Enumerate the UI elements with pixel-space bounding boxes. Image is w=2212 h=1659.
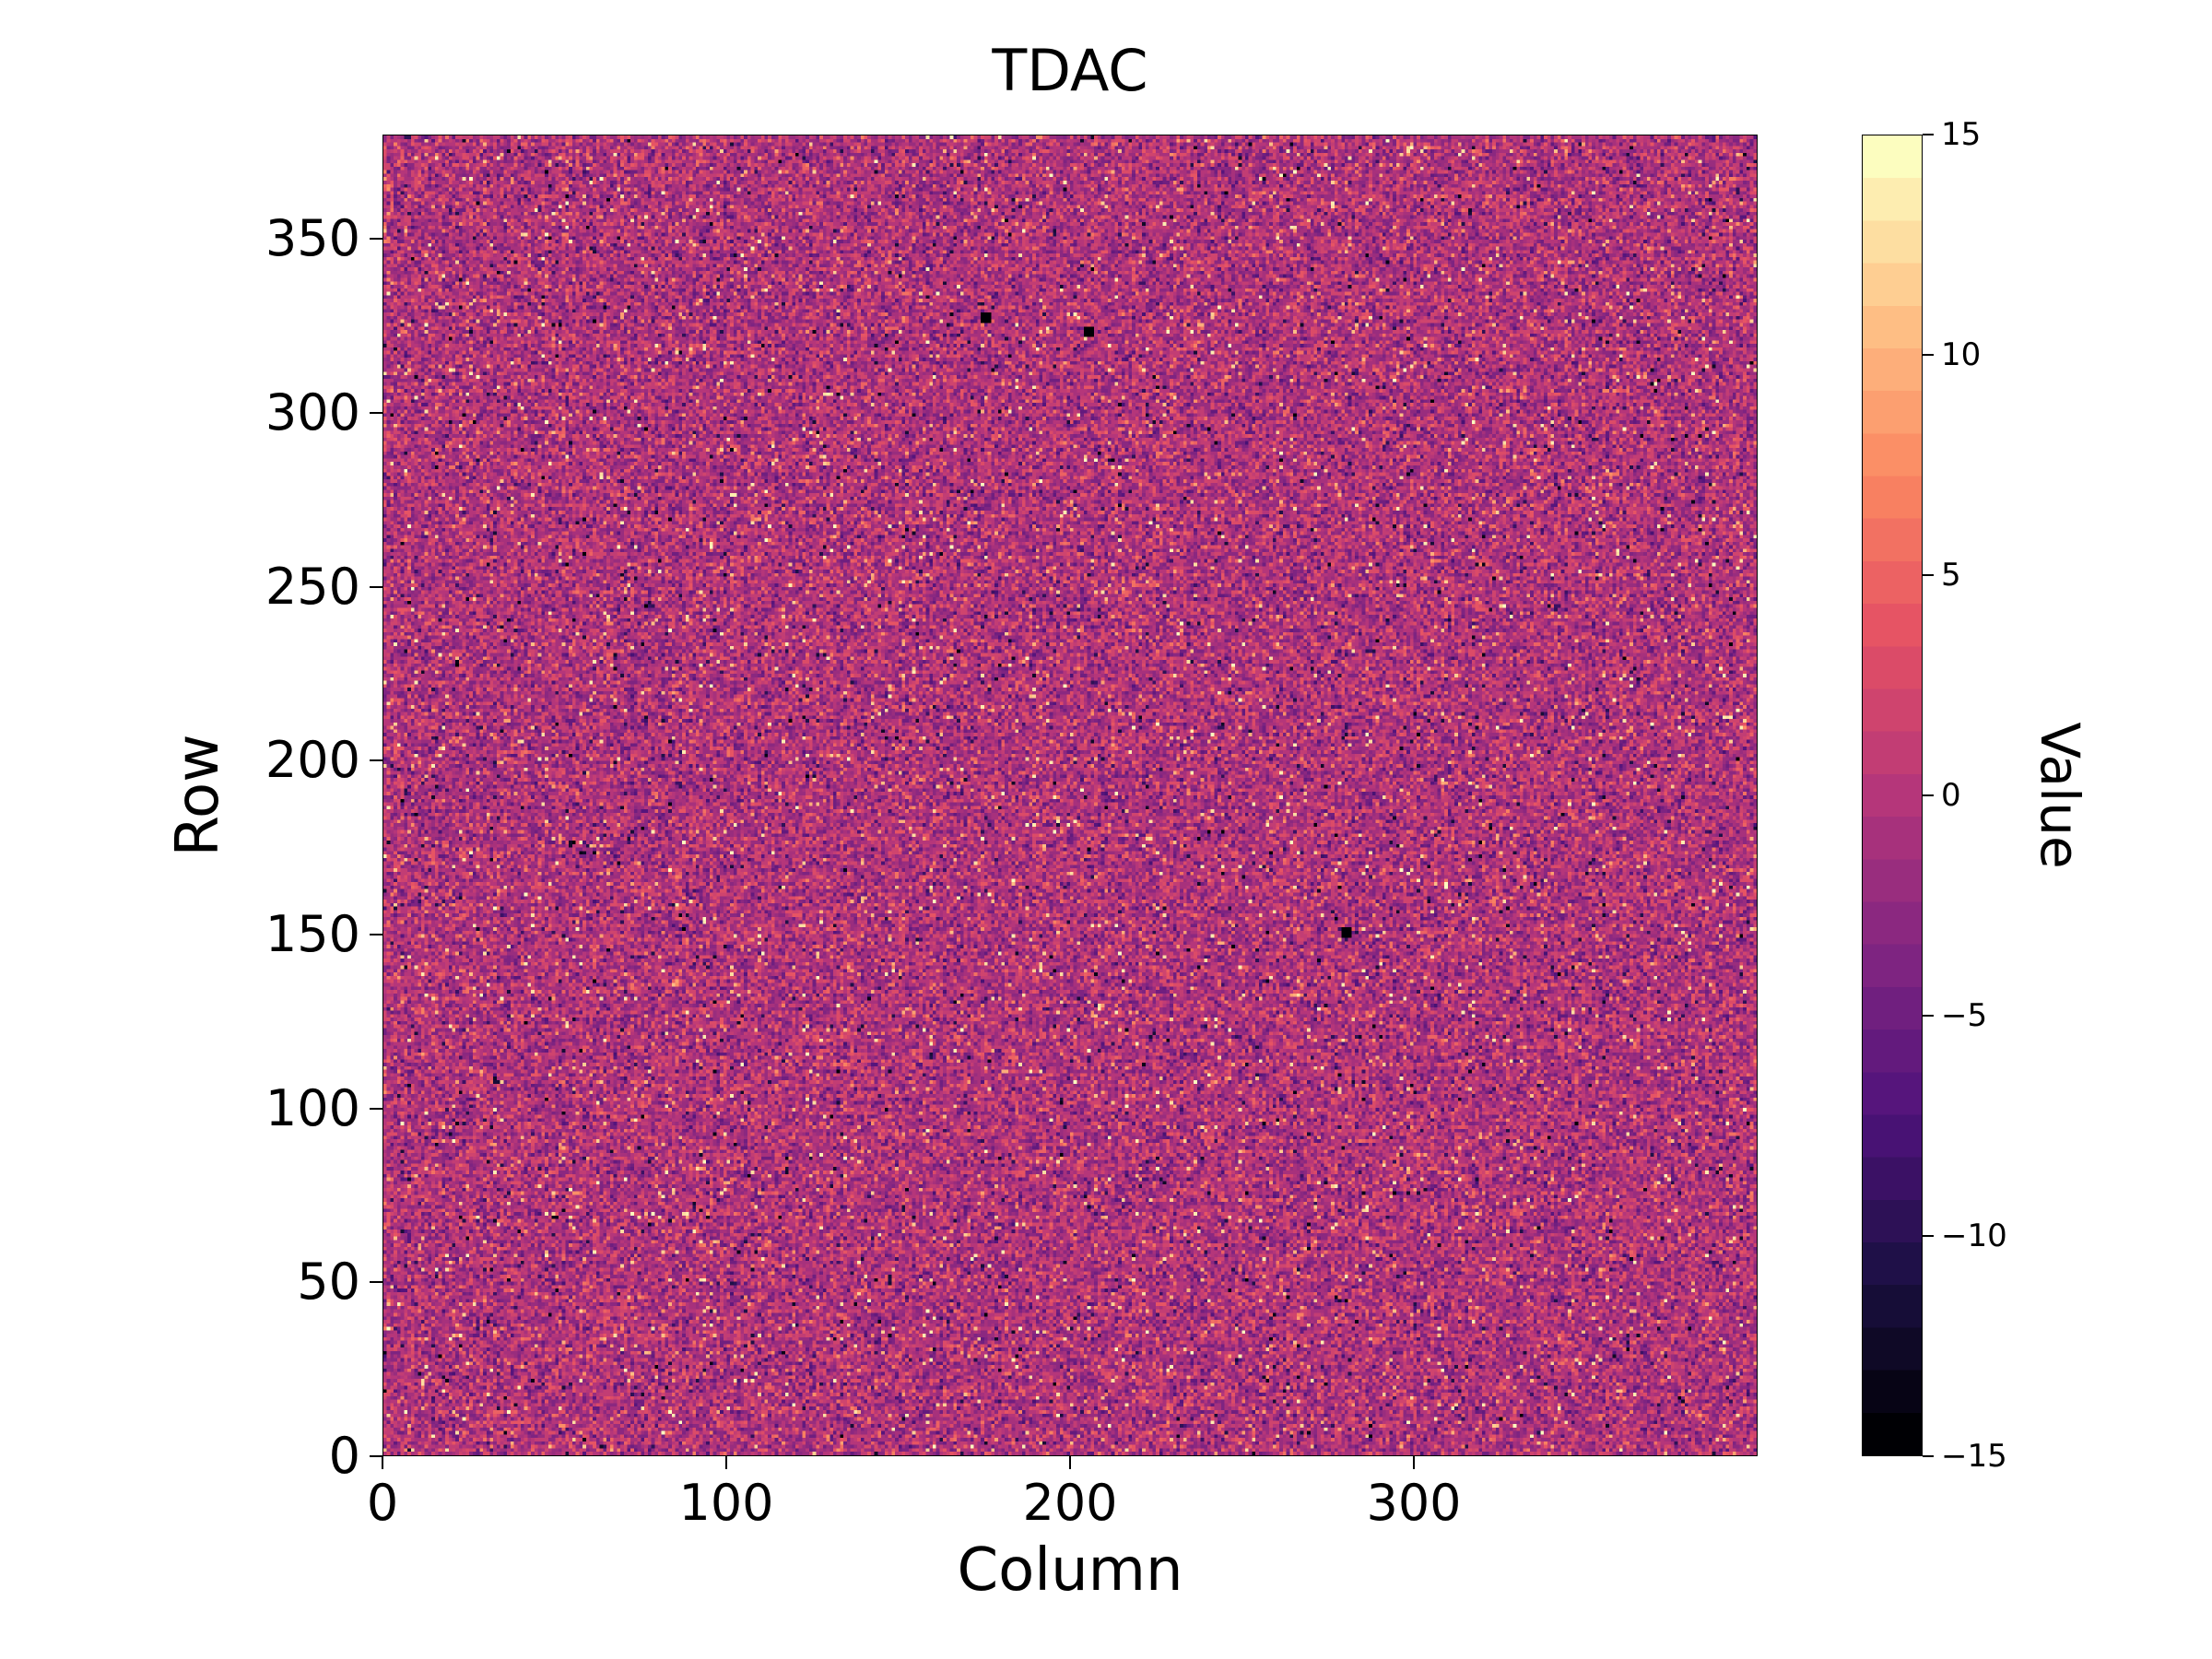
colorbar-tick-label: 5 [1941, 557, 1961, 594]
y-tick-label: 300 [265, 382, 360, 441]
y-tick-mark [370, 238, 382, 241]
x-axis-label: Column [957, 1536, 1183, 1605]
colorbar-tick-mark [1923, 794, 1934, 796]
y-tick-mark [370, 759, 382, 762]
x-tick-label: 300 [1366, 1474, 1462, 1532]
x-tick-mark [725, 1456, 727, 1469]
x-tick-mark [1069, 1456, 1071, 1469]
chart-title: TDAC [992, 37, 1148, 104]
y-tick-label: 150 [265, 904, 360, 963]
colorbar [1862, 135, 1923, 1456]
colorbar-tick-label: 15 [1941, 116, 1982, 153]
heatmap-plot-area [382, 135, 1758, 1456]
colorbar-tick-mark [1923, 1455, 1934, 1457]
x-tick-label: 0 [366, 1474, 399, 1532]
colorbar-tick-mark [1923, 354, 1934, 356]
x-tick-label: 100 [678, 1474, 774, 1532]
colorbar-tick-label: −10 [1941, 1218, 2007, 1254]
colorbar-tick-mark [1923, 134, 1934, 135]
heatmap-canvas [383, 135, 1757, 1455]
x-tick-label: 200 [1022, 1474, 1118, 1532]
y-tick-label: 50 [297, 1253, 360, 1312]
y-tick-mark [370, 1455, 382, 1457]
y-tick-label: 200 [265, 731, 360, 790]
colorbar-tick-mark [1923, 1015, 1934, 1017]
colorbar-tick-mark [1923, 574, 1934, 576]
y-tick-mark [370, 1281, 382, 1284]
y-tick-mark [370, 411, 382, 414]
colorbar-tick-label: −15 [1941, 1438, 2007, 1475]
y-tick-label: 100 [265, 1078, 360, 1137]
y-tick-mark [370, 1107, 382, 1110]
y-tick-mark [370, 585, 382, 588]
y-tick-label: 350 [265, 209, 360, 268]
colorbar-tick-label: 0 [1941, 777, 1961, 814]
y-tick-mark [370, 933, 382, 935]
y-tick-label: 0 [328, 1427, 360, 1485]
x-tick-mark [382, 1456, 383, 1469]
y-tick-label: 250 [265, 557, 360, 616]
colorbar-label: Value [2029, 722, 2091, 869]
colorbar-tick-label: −5 [1941, 997, 1988, 1034]
x-tick-mark [1413, 1456, 1415, 1469]
colorbar-tick-label: 10 [1941, 336, 1982, 373]
colorbar-canvas [1863, 135, 1922, 1455]
colorbar-tick-mark [1923, 1235, 1934, 1237]
